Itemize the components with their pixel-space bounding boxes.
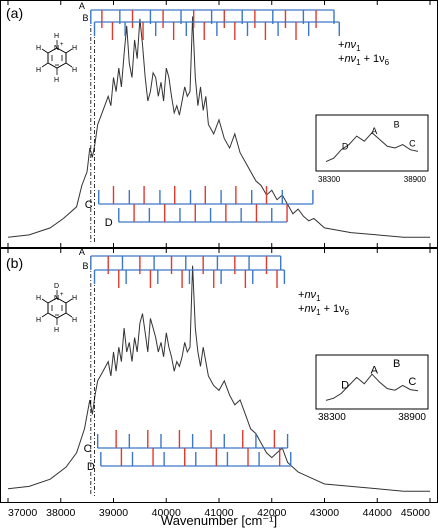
svg-text:H: H [72,45,77,52]
inset: A BC D 38300 38900 [315,114,429,184]
x-tick-label: 40000 [152,507,181,519]
svg-text:H: H [72,317,77,324]
inset: A BC D 38300 38900 [315,354,429,423]
svg-text:H: H [54,33,59,40]
x-tick-label: 38000 [46,507,75,519]
spectrum-trace [7,16,430,238]
x-tick-label: 42000 [257,507,286,519]
svg-text:+: + [60,42,64,48]
svg-text:H: H [36,45,41,52]
progression-label-a: A [79,1,85,11]
x-tick-label: 37000 [8,507,37,519]
svg-text:H: H [36,67,41,74]
panel-b-label: (b) [6,255,23,271]
inset-label-d: D [342,142,349,152]
inset-label-a: A [371,364,379,376]
svg-text:H: H [54,327,59,334]
inset-label-b: B [394,119,400,129]
progression-label-a: A [79,247,85,257]
panel-a-label: (a) [6,5,23,21]
inset-label-d: D [341,379,349,391]
progression-label-d: D [105,217,113,229]
inset-xtick-label: 38900 [398,412,426,423]
svg-text:H: H [54,77,59,84]
x-axis-label: Wavenumber [cm⁻¹] [161,513,277,528]
inset-label-c: C [408,376,416,388]
x-tick-label: 39000 [99,507,128,519]
inset-trace [325,131,419,163]
svg-text:N: N [54,45,59,52]
legend-nv1-plus-v6: +nν1 + 1ν6 [338,53,390,67]
inset-trace [325,373,419,401]
svg-text:+: + [60,292,64,298]
x-tick-label: 43000 [310,507,339,519]
progression-label-d: D [87,461,95,473]
legend-nv1: +nν1 [298,289,321,303]
x-tick-label: 45000 [401,507,430,519]
inset-label-a: A [371,126,377,136]
svg-text:D: D [54,283,59,290]
legend-nv1-plus-v6: +nν1 + 1ν6 [298,303,350,317]
inset-label-b: B [393,358,400,370]
inset-xtick-label: 38300 [318,412,346,423]
svg-text:N: N [54,295,59,302]
spectrum-trace [7,265,430,492]
progression-label-c: C [85,199,93,211]
deuterated-pyridine-molecule-icon: N + D H H H H H [36,283,77,334]
svg-text:H: H [72,67,77,74]
progression-label-b: B [83,13,89,23]
inset-xtick-label: 38900 [404,175,427,184]
legend-nv1: +nν1 [338,39,361,53]
x-tick-label: 41000 [204,507,233,519]
svg-text:H: H [36,295,41,302]
inset-xtick-label: 38300 [318,175,341,184]
pyridine-molecule-icon: N + H H H H H H [36,33,77,84]
x-tick-label: 44000 [363,507,392,519]
progression-label-b: B [83,261,89,271]
inset-label-c: C [409,138,416,148]
svg-text:H: H [36,317,41,324]
svg-text:H: H [72,295,77,302]
progression-label-c: C [84,443,92,455]
